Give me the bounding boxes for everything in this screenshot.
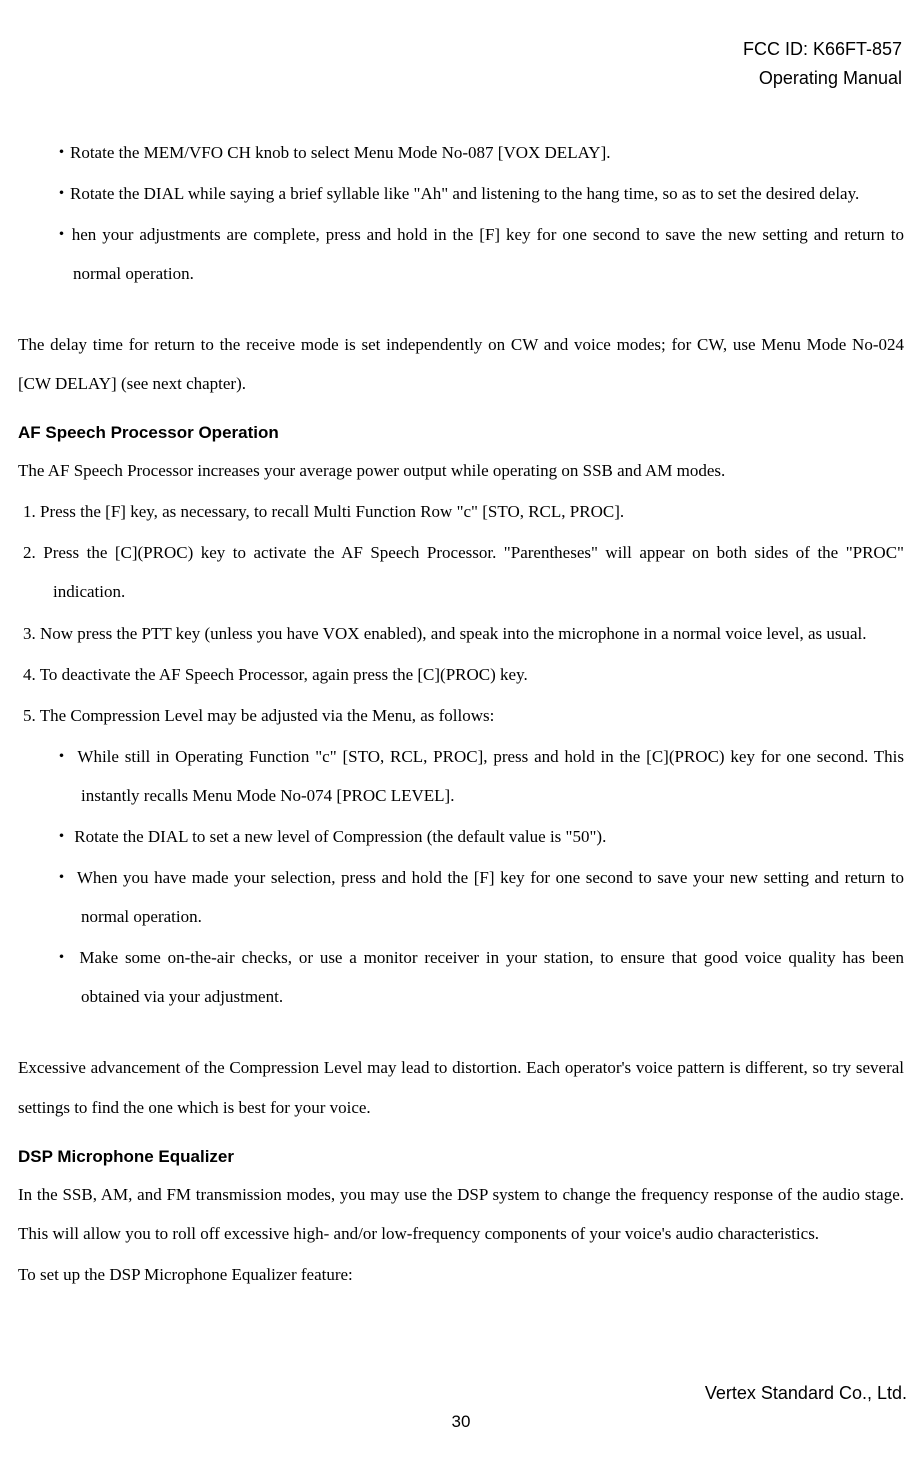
sub-list-item: ・ Rotate the DIAL to set a new level of … bbox=[18, 817, 904, 856]
footer-company: Vertex Standard Co., Ltd. bbox=[0, 1383, 922, 1404]
document-content: ・Rotate the MEM/VFO CH knob to select Me… bbox=[0, 133, 922, 1294]
sub-list-item: ・ While still in Operating Function "c" … bbox=[18, 737, 904, 815]
fcc-id: FCC ID: K66FT-857 bbox=[0, 35, 902, 64]
document-footer: Vertex Standard Co., Ltd. 30 bbox=[0, 1383, 922, 1432]
doc-type: Operating Manual bbox=[0, 64, 902, 93]
intro-step: ・Rotate the DIAL while saying a brief sy… bbox=[18, 174, 904, 213]
section-heading-dsp: DSP Microphone Equalizer bbox=[18, 1147, 904, 1167]
list-item: 3. Now press the PTT key (unless you hav… bbox=[18, 614, 904, 653]
document-header: FCC ID: K66FT-857 Operating Manual bbox=[0, 35, 922, 93]
sub-list-item: ・ When you have made your selection, pre… bbox=[18, 858, 904, 936]
list-item: 5. The Compression Level may be adjusted… bbox=[18, 696, 904, 735]
page-number: 30 bbox=[0, 1412, 922, 1432]
section-heading-af: AF Speech Processor Operation bbox=[18, 423, 904, 443]
section1-intro: The AF Speech Processor increases your a… bbox=[18, 451, 904, 490]
section1-closing: Excessive advancement of the Compression… bbox=[18, 1048, 904, 1126]
sub-list-item: ・ Make some on-the-air checks, or use a … bbox=[18, 938, 904, 1016]
list-item: 4. To deactivate the AF Speech Processor… bbox=[18, 655, 904, 694]
list-item: 2. Press the [C](PROC) key to activate t… bbox=[18, 533, 904, 611]
intro-step: ・hen your adjustments are complete, pres… bbox=[18, 215, 904, 293]
delay-note: The delay time for return to the receive… bbox=[18, 325, 904, 403]
section2-para1: In the SSB, AM, and FM transmission mode… bbox=[18, 1175, 904, 1253]
section2-para2: To set up the DSP Microphone Equalizer f… bbox=[18, 1255, 904, 1294]
intro-step: ・Rotate the MEM/VFO CH knob to select Me… bbox=[18, 133, 904, 172]
list-item: 1. Press the [F] key, as necessary, to r… bbox=[18, 492, 904, 531]
